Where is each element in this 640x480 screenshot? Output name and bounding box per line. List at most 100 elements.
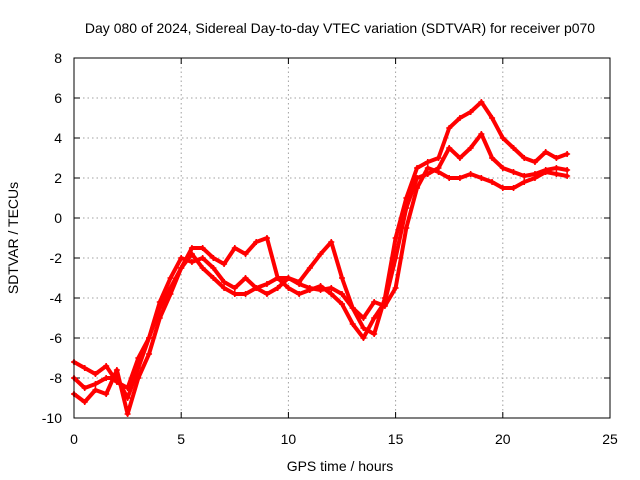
x-tick-label: 25 (602, 431, 618, 447)
chart-title: Day 080 of 2024, Sidereal Day-to-day VTE… (85, 20, 595, 36)
data-point (221, 261, 228, 267)
data-point (178, 265, 185, 271)
data-point (360, 315, 367, 321)
data-point (124, 395, 131, 401)
data-point (489, 115, 496, 121)
data-point (81, 385, 88, 391)
data-point (231, 245, 238, 251)
data-point (92, 371, 99, 377)
data-point (510, 169, 517, 175)
data-point (553, 165, 560, 171)
y-tick-label: 2 (54, 170, 62, 186)
data-point (424, 171, 431, 177)
data-point (306, 265, 313, 271)
data-point (510, 145, 517, 151)
x-tick-label: 0 (70, 431, 78, 447)
data-point (242, 251, 249, 257)
data-point (371, 299, 378, 305)
y-tick-label: -8 (50, 370, 63, 386)
data-point (146, 351, 153, 357)
x-axis-label: GPS time / hours (287, 458, 394, 474)
data-point (328, 239, 335, 245)
grid (74, 58, 610, 418)
data-point (199, 245, 206, 251)
data-point (381, 299, 388, 305)
x-tick-label: 5 (177, 431, 185, 447)
data-point (146, 335, 153, 341)
data-point (92, 381, 99, 387)
data-point (446, 175, 453, 181)
data-point (542, 149, 549, 155)
data-point (403, 205, 410, 211)
data-point (263, 281, 270, 287)
x-tick-label: 20 (495, 431, 511, 447)
data-point (328, 285, 335, 291)
data-point (242, 275, 249, 281)
plot-frame (73, 57, 611, 419)
y-tick-label: 8 (54, 50, 62, 66)
data-point (263, 235, 270, 241)
data-point (564, 151, 571, 157)
data-point (478, 175, 485, 181)
data-point (553, 155, 560, 161)
data-point (113, 375, 120, 381)
data-point (414, 165, 421, 171)
x-tick-label: 15 (388, 431, 404, 447)
data-point (446, 145, 453, 151)
y-tick-label: -4 (50, 290, 63, 306)
data-point (531, 159, 538, 165)
data-point (456, 155, 463, 161)
data-point (456, 175, 463, 181)
data-point (210, 255, 217, 261)
data-point (349, 305, 356, 311)
data-point (188, 245, 195, 251)
data-point (531, 171, 538, 177)
data-point (188, 259, 195, 265)
data-point (285, 285, 292, 291)
data-point (92, 387, 99, 393)
data-point (424, 159, 431, 165)
data-point (253, 239, 260, 245)
data-point (263, 291, 270, 297)
data-point (167, 291, 174, 297)
data-point (467, 145, 474, 151)
data-point (199, 265, 206, 271)
y-tick-label: -10 (42, 410, 62, 426)
data-point (403, 225, 410, 231)
data-point (392, 235, 399, 241)
data-point (499, 185, 506, 191)
y-tick-label: 4 (54, 130, 62, 146)
data-point (81, 399, 88, 405)
data-point (317, 283, 324, 289)
data-point (178, 255, 185, 261)
data-point (253, 285, 260, 291)
y-tick-label: -2 (50, 250, 63, 266)
data-point (489, 155, 496, 161)
data-point (467, 171, 474, 177)
data-point (371, 315, 378, 321)
data-point (199, 255, 206, 261)
y-axis-label: SDTVAR / TECUs (5, 182, 21, 294)
data-point (210, 265, 217, 271)
data-point (360, 325, 367, 331)
data-point (392, 255, 399, 261)
y-tick-label: 6 (54, 90, 62, 106)
data-point (435, 165, 442, 171)
data-point (392, 285, 399, 291)
data-point (188, 251, 195, 257)
data-point (424, 165, 431, 171)
data-point (339, 275, 345, 281)
data-point (285, 275, 292, 281)
data-point (113, 367, 120, 373)
data-point (339, 291, 345, 297)
data-point (167, 275, 174, 281)
data-point (231, 285, 238, 291)
data-point (221, 279, 228, 285)
data-point (553, 171, 560, 177)
data-point (103, 363, 110, 369)
data-point (124, 411, 131, 417)
data-point (371, 331, 378, 337)
data-point (499, 165, 506, 171)
data-point (317, 251, 324, 257)
data-point (274, 285, 281, 291)
